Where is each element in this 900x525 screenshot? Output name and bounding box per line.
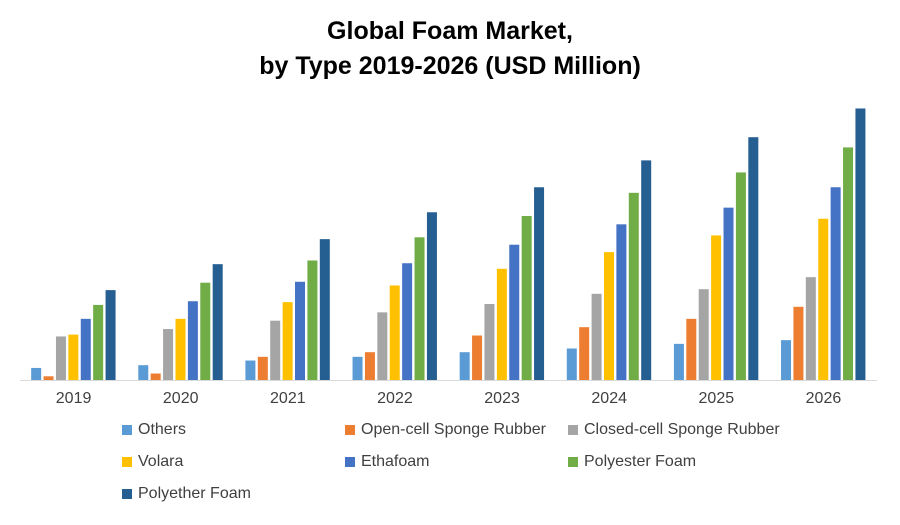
- bar-closed-cell-sponge-rubber-2020: [163, 329, 174, 380]
- x-tick-label: 2019: [56, 390, 92, 407]
- bar-ethafoam-2024: [616, 224, 627, 380]
- legend-item: Others: [122, 420, 186, 440]
- title-line-1: Global Foam Market,: [327, 17, 573, 45]
- legend-swatch: [122, 489, 132, 499]
- bar-others-2023: [459, 352, 470, 380]
- legend-swatch: [345, 425, 355, 435]
- legend-item: Ethafoam: [345, 452, 429, 472]
- bar-closed-cell-sponge-rubber-2022: [377, 312, 388, 380]
- bar-others-2022: [352, 356, 363, 380]
- legend-label: Polyether Foam: [138, 485, 251, 502]
- bar-polyester-foam-2021: [307, 260, 318, 380]
- x-tick-label: 2021: [270, 390, 306, 407]
- bar-others-2020: [138, 365, 149, 380]
- legend-label: Volara: [138, 453, 184, 470]
- bar-ethafoam-2026: [830, 187, 841, 380]
- x-tick-label: 2025: [699, 390, 735, 407]
- bar-open-cell-sponge-rubber-2026: [793, 306, 804, 380]
- x-tick-label: 2022: [377, 390, 413, 407]
- bar-open-cell-sponge-rubber-2021: [257, 356, 268, 380]
- bar-volara-2019: [68, 334, 79, 380]
- bar-others-2025: [673, 343, 684, 380]
- bar-polyether-foam-2021: [319, 239, 330, 380]
- bar-polyester-foam-2024: [628, 192, 639, 380]
- bar-volara-2024: [603, 252, 614, 380]
- legend-item: Volara: [122, 452, 183, 472]
- bar-volara-2020: [175, 318, 186, 380]
- legend-label: Polyester Foam: [584, 453, 697, 470]
- chart-title: Global Foam Market, by Type 2019-2026 (U…: [0, 14, 900, 84]
- bar-ethafoam-2020: [187, 301, 198, 380]
- bar-polyether-foam-2020: [212, 264, 223, 380]
- bar-ethafoam-2019: [80, 318, 91, 380]
- bar-ethafoam-2023: [509, 244, 520, 380]
- legend-label: Open-cell Sponge Rubber: [361, 421, 547, 438]
- bar-closed-cell-sponge-rubber-2024: [591, 293, 602, 380]
- bar-ethafoam-2025: [723, 207, 734, 380]
- bar-closed-cell-sponge-rubber-2023: [484, 304, 495, 380]
- legend-item: Closed-cell Sponge Rubber: [568, 420, 780, 440]
- bar-open-cell-sponge-rubber-2022: [364, 352, 375, 380]
- bar-polyester-foam-2020: [200, 282, 211, 380]
- bar-polyether-foam-2025: [748, 137, 759, 380]
- legend-item: Polyester Foam: [568, 452, 696, 472]
- title-line-2: by Type 2019-2026 (USD Million): [259, 52, 641, 80]
- bar-polyether-foam-2026: [855, 108, 866, 380]
- bar-volara-2021: [282, 302, 293, 380]
- bar-open-cell-sponge-rubber-2023: [472, 335, 483, 380]
- bar-closed-cell-sponge-rubber-2021: [270, 320, 281, 380]
- bar-closed-cell-sponge-rubber-2026: [805, 277, 816, 380]
- bar-open-cell-sponge-rubber-2025: [686, 318, 697, 380]
- legend-item: Open-cell Sponge Rubber: [345, 420, 546, 440]
- x-tick-label: 2023: [484, 390, 520, 407]
- bar-volara-2023: [496, 268, 507, 380]
- bar-ethafoam-2021: [295, 281, 306, 380]
- bar-polyester-foam-2025: [735, 172, 746, 380]
- legend-swatch: [122, 425, 132, 435]
- bar-volara-2025: [711, 235, 722, 380]
- bar-polyester-foam-2026: [843, 147, 854, 380]
- bar-closed-cell-sponge-rubber-2019: [55, 336, 66, 380]
- x-tick-label: 2024: [591, 390, 627, 407]
- bar-others-2019: [31, 367, 42, 380]
- bar-volara-2026: [818, 218, 829, 380]
- legend-swatch: [345, 457, 355, 467]
- bar-ethafoam-2022: [402, 263, 413, 380]
- bar-others-2026: [781, 340, 792, 380]
- legend-label: Closed-cell Sponge Rubber: [584, 421, 780, 438]
- bar-polyester-foam-2022: [414, 237, 425, 380]
- bar-open-cell-sponge-rubber-2020: [150, 373, 161, 380]
- bar-polyether-foam-2019: [105, 290, 116, 380]
- x-tick-label: 2020: [163, 390, 199, 407]
- bar-closed-cell-sponge-rubber-2025: [698, 289, 709, 380]
- bar-polyether-foam-2023: [534, 187, 545, 380]
- bar-open-cell-sponge-rubber-2024: [579, 327, 590, 380]
- bar-polyether-foam-2024: [641, 160, 652, 380]
- x-tick-label: 2026: [806, 390, 842, 407]
- legend-swatch: [568, 457, 578, 467]
- legend-label: Ethafoam: [361, 453, 430, 470]
- legend-label: Others: [138, 421, 187, 438]
- bar-polyester-foam-2019: [93, 304, 104, 380]
- bar-polyether-foam-2022: [426, 212, 437, 380]
- bar-open-cell-sponge-rubber-2019: [43, 376, 54, 380]
- legend-swatch: [122, 457, 132, 467]
- bar-polyester-foam-2023: [521, 215, 532, 380]
- bar-others-2021: [245, 360, 256, 380]
- legend-item: Polyether Foam: [122, 484, 251, 504]
- bar-volara-2022: [389, 285, 400, 380]
- legend-swatch: [568, 425, 578, 435]
- bar-others-2024: [566, 348, 577, 380]
